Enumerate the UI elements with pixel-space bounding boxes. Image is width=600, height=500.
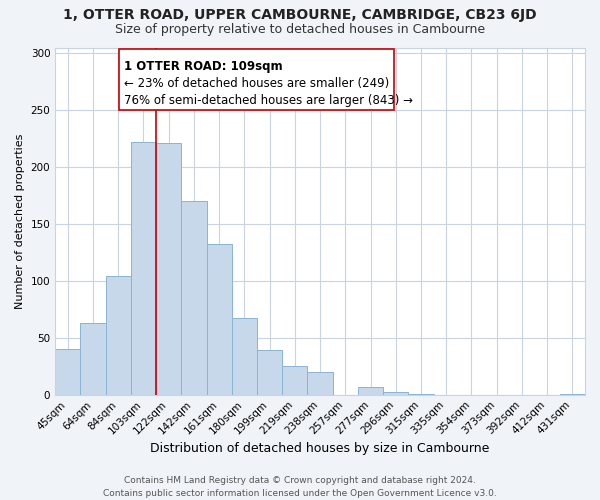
Text: Contains HM Land Registry data © Crown copyright and database right 2024.
Contai: Contains HM Land Registry data © Crown c… [103,476,497,498]
Bar [131,142,156,395]
Bar [106,276,131,394]
Y-axis label: Number of detached properties: Number of detached properties [15,134,25,309]
Bar [232,318,257,394]
Bar [80,323,106,394]
Bar [257,350,282,395]
X-axis label: Distribution of detached houses by size in Cambourne: Distribution of detached houses by size … [151,442,490,455]
Bar [206,244,232,394]
Text: Size of property relative to detached houses in Cambourne: Size of property relative to detached ho… [115,22,485,36]
Bar [307,372,332,394]
Text: 1, OTTER ROAD, UPPER CAMBOURNE, CAMBRIDGE, CB23 6JD: 1, OTTER ROAD, UPPER CAMBOURNE, CAMBRIDG… [63,8,537,22]
Text: ← 23% of detached houses are smaller (249)
76% of semi-detached houses are large: ← 23% of detached houses are smaller (24… [124,77,413,107]
Bar [55,349,80,395]
Bar [358,387,383,394]
Bar [383,392,409,394]
Text: 1 OTTER ROAD: 109sqm: 1 OTTER ROAD: 109sqm [124,60,283,72]
Bar [181,201,206,394]
Bar [156,143,181,395]
Bar [282,366,307,394]
FancyBboxPatch shape [119,49,394,110]
